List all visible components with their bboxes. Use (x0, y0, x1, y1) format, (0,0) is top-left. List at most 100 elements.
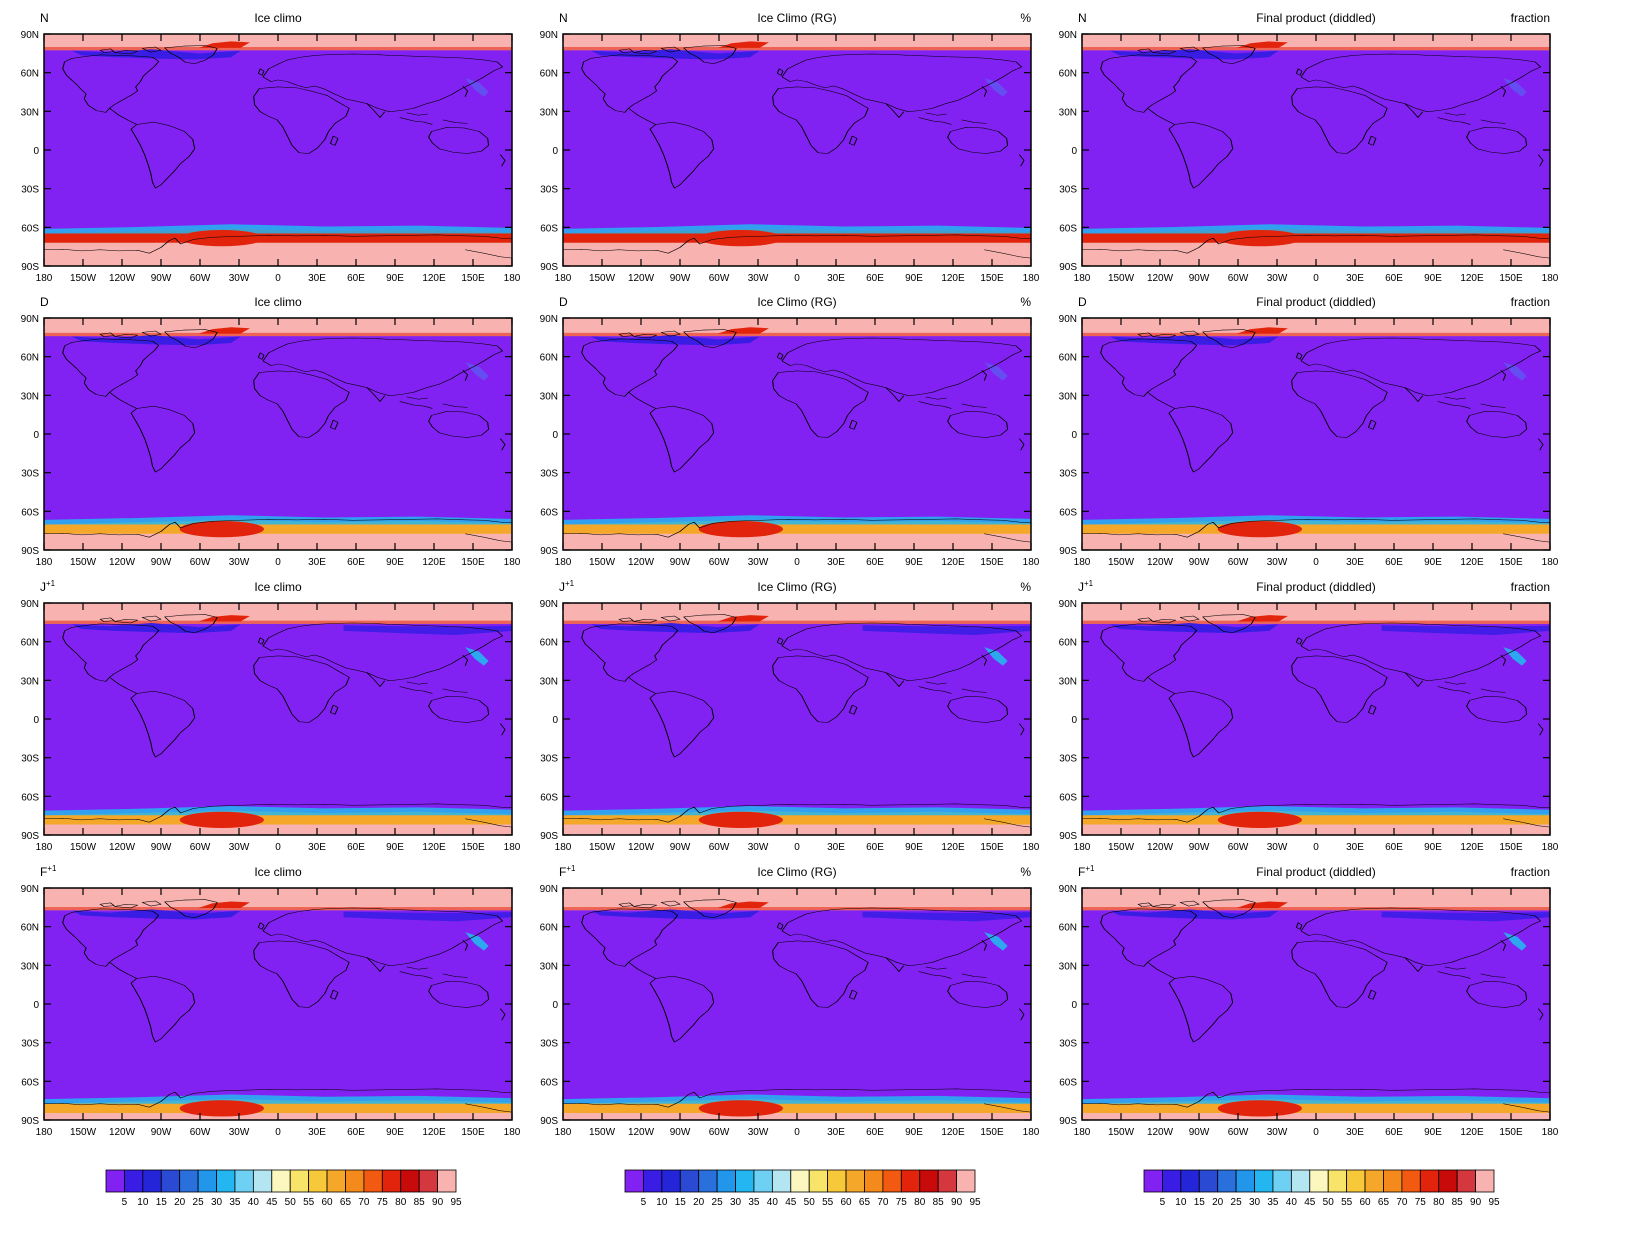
lon-label: 120W (109, 842, 136, 853)
lat-label: 90S (540, 262, 558, 273)
colorbar-label: 75 (377, 1197, 389, 1208)
lat-label: 30S (540, 754, 558, 765)
lon-label: 180 (36, 1127, 53, 1138)
colorbar: 5 10 15 20 25 30 35 40 45 50 55 60 65 70 75 80 85 90 95 (1143, 1169, 1500, 1208)
colorbar-label: 10 (656, 1197, 668, 1208)
lon-label: 30E (1346, 1127, 1364, 1138)
lat-label: 30N (1059, 391, 1077, 402)
weddell-sea-ice (179, 521, 264, 538)
lat-label: 60N (1059, 69, 1077, 80)
lon-label: 60E (347, 1127, 365, 1138)
month-label: N (1078, 11, 1087, 25)
lat-label: 90N (21, 884, 39, 895)
lon-label: 0 (275, 842, 281, 853)
lon-label: 60E (1385, 273, 1403, 284)
lon-label: 0 (1313, 557, 1319, 568)
colorbar-label: 95 (1488, 1197, 1500, 1208)
colorbar-box (234, 1169, 254, 1193)
lat-label: 0 (1071, 1000, 1077, 1011)
colorbar-label: 95 (969, 1197, 981, 1208)
colorbar-box (771, 1169, 792, 1193)
colorbar-box (216, 1169, 236, 1193)
weddell-sea-ice (179, 230, 264, 247)
colorbar: 5 10 15 20 25 30 35 40 45 50 55 60 65 70 75 80 85 90 95 (624, 1169, 981, 1208)
lon-label: 120E (1460, 557, 1484, 568)
colorbar-box (864, 1169, 884, 1193)
colorbar-box (1235, 1169, 1255, 1193)
lat-label: 60S (1059, 1077, 1077, 1088)
greenland-sea-ice (198, 41, 250, 48)
lat-label: 60N (540, 638, 558, 649)
lon-label: 150E (980, 557, 1004, 568)
colorbar-label: 50 (804, 1197, 816, 1208)
month-superscript: +1 (1085, 864, 1095, 873)
map-area (563, 888, 1031, 1120)
okhotsk-ice (465, 647, 489, 666)
colorbar-label: 65 (1378, 1197, 1390, 1208)
colorbar-label: 15 (675, 1197, 687, 1208)
lon-label: 90W (670, 273, 691, 284)
colorbar-label: 65 (340, 1197, 352, 1208)
lon-label: 30W (229, 273, 250, 284)
lon-label: 30E (827, 273, 845, 284)
lat-label: 60N (540, 69, 558, 80)
lat-label: 60N (21, 353, 39, 364)
colorbar-label: 65 (859, 1197, 871, 1208)
lon-label: 120E (941, 842, 965, 853)
units-label: fraction (1511, 295, 1550, 309)
lon-label: 30W (1267, 842, 1288, 853)
colorbar-box (142, 1169, 162, 1193)
lon-label: 90E (386, 842, 404, 853)
colorbar-label: 25 (193, 1197, 205, 1208)
lon-label: 120E (422, 842, 446, 853)
greenland-sea-ice (1236, 615, 1288, 622)
colorbar-label: 45 (266, 1197, 278, 1208)
colorbar-label: 70 (1396, 1197, 1408, 1208)
lat-label: 60S (1059, 223, 1077, 234)
units-label: fraction (1511, 11, 1550, 25)
lon-label: 90E (905, 842, 923, 853)
lon-label: 30E (308, 557, 326, 568)
colorbar-label: 15 (1194, 1197, 1206, 1208)
lon-label: 150W (589, 273, 616, 284)
lon-label: 180 (555, 557, 572, 568)
arctic-ice-edge (1082, 620, 1550, 624)
lat-label: 90N (1059, 30, 1077, 41)
lon-label: 30E (827, 842, 845, 853)
colorbar-box (179, 1169, 199, 1193)
lat-label: 90S (1059, 546, 1077, 557)
lon-label: 60W (709, 842, 730, 853)
colorbar-label: 70 (877, 1197, 889, 1208)
antarctic-ice-edge (563, 515, 1031, 525)
lon-label: 150W (1108, 1127, 1135, 1138)
colorbar-label: 70 (358, 1197, 370, 1208)
month-superscript: +1 (46, 579, 56, 588)
lat-label: 0 (552, 715, 558, 726)
colorbar-label: 40 (1286, 1197, 1298, 1208)
month-superscript: +1 (566, 864, 576, 873)
lon-label: 30E (308, 273, 326, 284)
lon-label: 60W (190, 842, 211, 853)
lon-label: 150E (1499, 1127, 1523, 1138)
colorbar-box (716, 1169, 736, 1193)
colorbar-label: 50 (285, 1197, 297, 1208)
lon-label: 0 (1313, 273, 1319, 284)
lat-label: 30S (540, 469, 558, 480)
weddell-sea-ice (698, 230, 783, 247)
month-label: D (559, 295, 568, 309)
colorbar-label: 60 (840, 1197, 852, 1208)
lon-label: 30W (748, 1127, 769, 1138)
colorbar-label: 30 (1249, 1197, 1261, 1208)
lat-label: 0 (1071, 146, 1077, 157)
lat-label: 30S (21, 185, 39, 196)
lon-label: 60W (709, 557, 730, 568)
canadian-ice (591, 335, 760, 346)
antarctic-ice-edge (44, 806, 512, 816)
colorbar-box (124, 1169, 144, 1193)
colorbar-box (289, 1169, 310, 1193)
units-label: % (1020, 11, 1031, 25)
ocean-fill (44, 888, 512, 1120)
canadian-ice (1110, 49, 1279, 60)
